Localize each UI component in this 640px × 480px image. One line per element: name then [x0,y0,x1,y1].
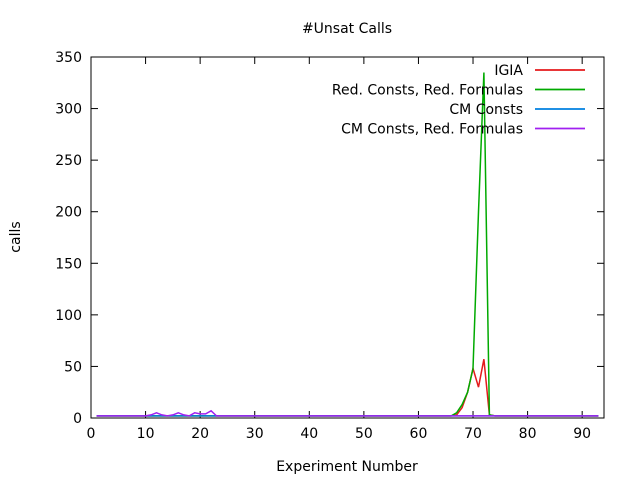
legend-label-cm-consts: CM Consts [449,102,523,118]
y-tick-label: 200 [55,205,82,221]
axis-ticks: 0 50 100 150 200 250 300 350 0 10 20 30 40 50 60 70 80 90 [55,50,604,442]
legend-label-igia: IGIA [494,63,523,79]
y-tick-label: 150 [55,256,82,272]
x-tick-label: 30 [246,426,264,442]
y-axis-title: calls [8,221,24,252]
y-tick-label: 300 [55,102,82,118]
series-line-igia [96,359,599,417]
x-axis-title: Experiment Number [276,459,418,475]
x-tick-label: 10 [137,426,155,442]
x-tick-label: 20 [191,426,209,442]
plot-frame [90,56,605,419]
y-tick-label: 100 [55,308,82,324]
legend-label-red-consts-red-formulas: Red. Consts, Red. Formulas [332,83,523,99]
legend-label-cm-consts-red-formulas: CM Consts, Red. Formulas [341,122,523,138]
x-tick-label: 50 [355,426,373,442]
series-lines [96,72,599,417]
y-tick-label: 50 [64,359,82,375]
y-tick-label: 350 [55,50,82,66]
x-tick-label: 80 [519,426,537,442]
series-line-cm-consts-red-formulas [96,409,599,417]
x-tick-label: 70 [464,426,482,442]
y-tick-label: 250 [55,153,82,169]
y-tick-label: 0 [73,411,82,427]
legend: IGIA Red. Consts, Red. Formulas CM Consts C… [332,63,585,138]
chart-title: #Unsat Calls [302,21,392,37]
x-tick-label: 60 [410,426,428,442]
x-tick-label: 90 [573,426,591,442]
x-tick-label: 40 [300,426,318,442]
x-tick-label: 0 [87,426,96,442]
